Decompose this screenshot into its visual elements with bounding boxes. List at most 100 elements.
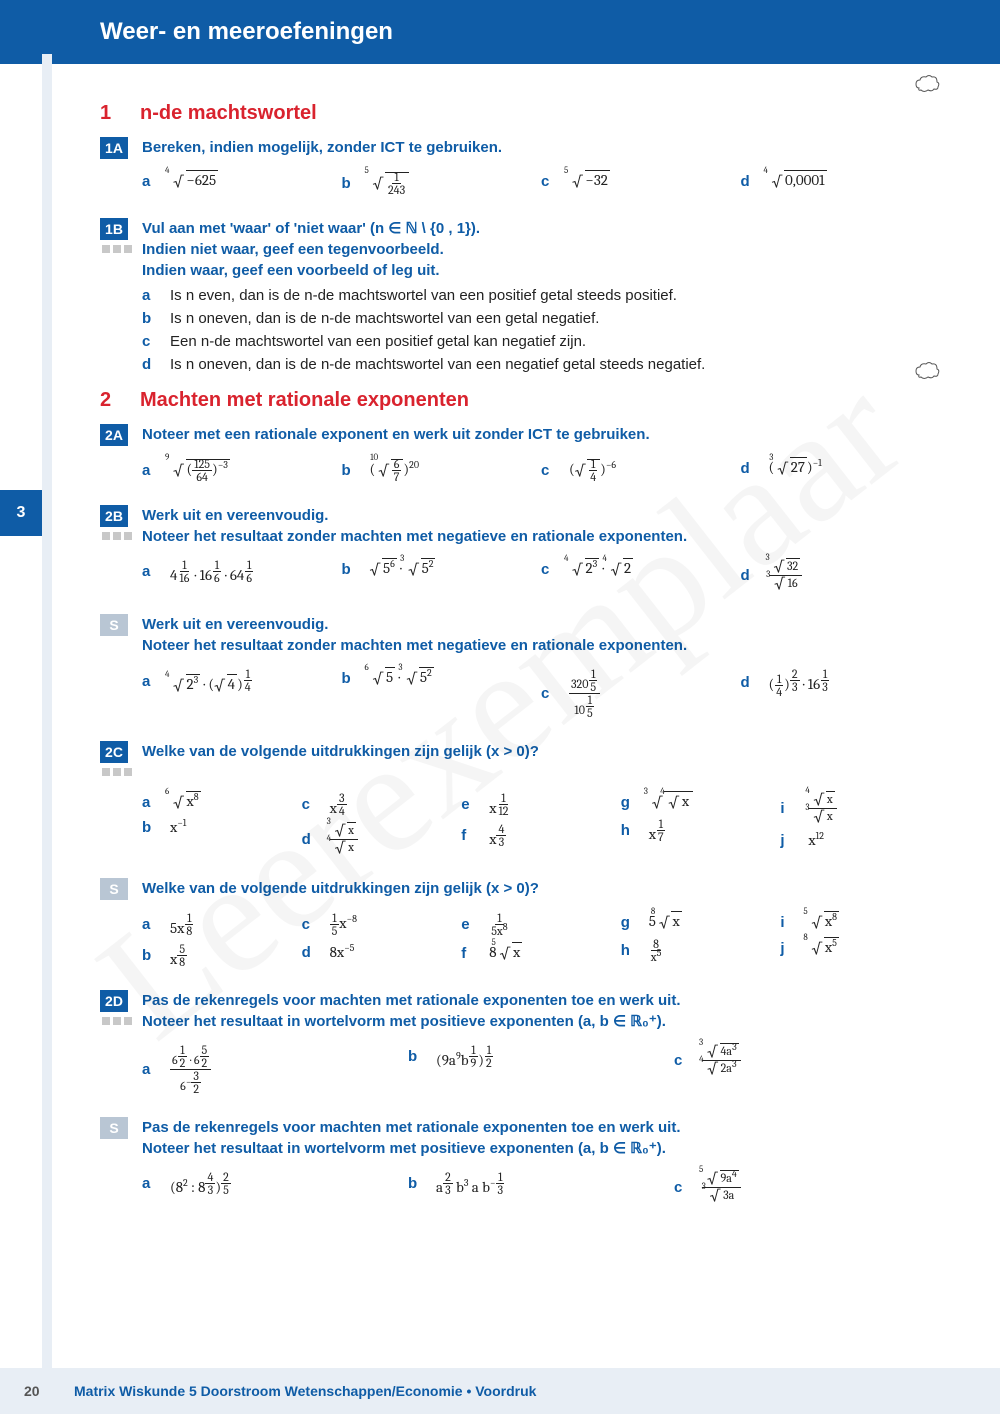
exercise-items: a4√23 · (√4)14 b6√5 · 3√52 c320151015 d(… [142,662,940,725]
item-text: Is n oneven, dan is de n-de machtswortel… [170,356,705,373]
item-text: Is n oneven, dan is de n-de machtswortel… [170,310,599,327]
exercise-items: a4√−625 b5√1243 c5√−32 d4√0,0001 [142,165,940,202]
item-letter: a [142,287,170,304]
item-letter: a [142,1175,170,1192]
footer-text: Matrix Wiskunde 5 Doorstroom Wetenschapp… [74,1383,536,1399]
math-expr: √56 · 3√52 [370,559,436,579]
math-expr: 85√x [489,943,522,963]
item-letter: c [541,685,569,702]
exercise-prompt: Bereken, indien mogelijk, zonder ICT te … [142,137,940,158]
exercise-items: a(82 : 843)25 ba23 b3 a b−13 c5√9a43√3a [142,1165,940,1210]
exercise-badge: 2B [100,505,128,527]
item-letter: f [461,945,489,962]
math-expr: 320151015 [569,668,600,719]
exercise-prompt: Welke van de volgende uitdrukkingen zijn… [142,741,940,762]
exercise-2a: 2A Noteer met een rationale exponent en … [100,424,940,489]
math-expr: 4√23 · (√4)14 [170,668,253,695]
math-expr: 4√23 · 4√2 [569,559,633,579]
item-text: Een n-de machtswortel van een positief g… [170,333,586,350]
exercise-items: a6√x8 bx−1 cx34 d3√x4√x ex112 fx43 g3√4√… [142,786,940,862]
math-expr: 5√−32 [569,171,610,191]
item-letter: j [780,832,808,849]
exercise-badge: 1B [100,218,128,240]
math-expr: x43 [489,823,506,848]
item-letter: d [741,460,769,477]
exercise-prompt: Welke van de volgende uitdrukkingen zijn… [142,878,940,899]
math-expr: 4√x3√x [808,792,836,825]
math-expr: x58 [170,943,187,968]
page-footer: 20 Matrix Wiskunde 5 Doorstroom Wetensch… [0,1368,1000,1414]
math-expr: 15x−8 [330,912,357,937]
exercise-1b: 1B Vul aan met 'waar' of 'niet waar' (n … [100,218,940,373]
item-letter: c [674,1052,702,1069]
item-letter: c [302,916,330,933]
item-letter: d [302,944,330,961]
exercise-prompt: Pas de rekenregels voor machten met rati… [142,990,940,1032]
exercise-prompt: Werk uit en vereenvoudig. Noteer het res… [142,505,940,547]
math-expr: 8√x5 [808,938,839,958]
math-expr: (10√67)20 [370,458,420,483]
math-expr: 6√x8 [170,792,201,812]
item-letter: c [674,1179,702,1196]
math-expr: 4116 · 1616 · 6416 [170,559,254,584]
exercise-items: a9√(12564)−3 b(10√67)20 c(√14)−6 d(3√27)… [142,452,940,489]
math-expr: 3√x4√x [330,823,358,856]
item-letter: c [541,462,569,479]
exercise-items: a5x18 bx58 c15x−8 d8x−5 e15x8 f85√x g58√… [142,906,940,974]
exercise-1a: 1A Bereken, indien mogelijk, zonder ICT … [100,137,940,202]
item-letter: a [142,916,170,933]
header-title: Weer- en meeroefeningen [100,18,393,45]
item-letter: a [142,1061,170,1078]
math-expr: (9a9b19)12 [436,1044,494,1069]
item-letter: d [741,567,769,584]
math-expr: 612 · 6526−32 [170,1044,211,1095]
exercise-badge: S [100,614,128,636]
item-letter: b [342,175,370,192]
math-expr: 8x−5 [330,943,355,961]
math-expr: (82 : 843)25 [170,1171,231,1196]
exercise-badge: S [100,878,128,900]
exercise-2d-s: S Pas de rekenregels voor machten met ra… [100,1117,940,1210]
math-expr: (√14)−6 [569,458,616,483]
section-title: n-de machtswortel [140,102,317,125]
exercise-prompt: Werk uit en vereenvoudig. Noteer het res… [142,614,940,656]
cloud-icon [914,74,940,98]
cloud-icon [914,361,940,385]
item-letter: b [408,1175,436,1192]
item-letter: a [142,462,170,479]
exercise-badge: 1A [100,137,128,159]
section-number: 1 [100,102,140,125]
item-letter: f [461,827,489,844]
item-letter: h [621,822,649,839]
exercise-prompt: Noteer met een rationale exponent en wer… [142,424,940,445]
item-letter: c [302,796,330,813]
exercise-prompt: Vul aan met 'waar' of 'niet waar' (n ∈ ℕ… [142,218,940,281]
page-header: Weer- en meeroefeningen [0,0,1000,64]
math-expr: 5√x8 [808,912,839,932]
item-letter: d [302,831,330,848]
section-title: Machten met rationale exponenten [140,389,469,412]
item-letter: e [461,916,489,933]
math-expr: 5√1243 [370,171,410,196]
exercise-badge: 2C [100,741,128,763]
item-letter: b [408,1048,436,1065]
math-expr: 4√−625 [170,171,218,191]
item-letter: c [142,333,170,350]
math-expr: x34 [330,792,347,817]
exercise-badge: 2A [100,424,128,446]
item-letter: d [142,356,170,373]
item-letter: b [142,310,170,327]
section-number: 2 [100,389,140,412]
math-expr: x17 [649,818,666,843]
math-expr: 4√0,0001 [769,171,827,191]
item-letter: b [142,947,170,964]
left-margin-strip [42,54,52,1414]
math-expr: 9√(12564)−3 [170,458,230,483]
difficulty-dots [102,245,132,253]
math-expr: (3√27)−1 [769,458,822,478]
item-letter: e [461,796,489,813]
math-expr: 5√9a43√3a [702,1171,741,1204]
item-letter: b [342,561,370,578]
math-expr: 15x8 [489,912,509,937]
exercise-2b-s: S Werk uit en vereenvoudig. Noteer het r… [100,614,940,725]
